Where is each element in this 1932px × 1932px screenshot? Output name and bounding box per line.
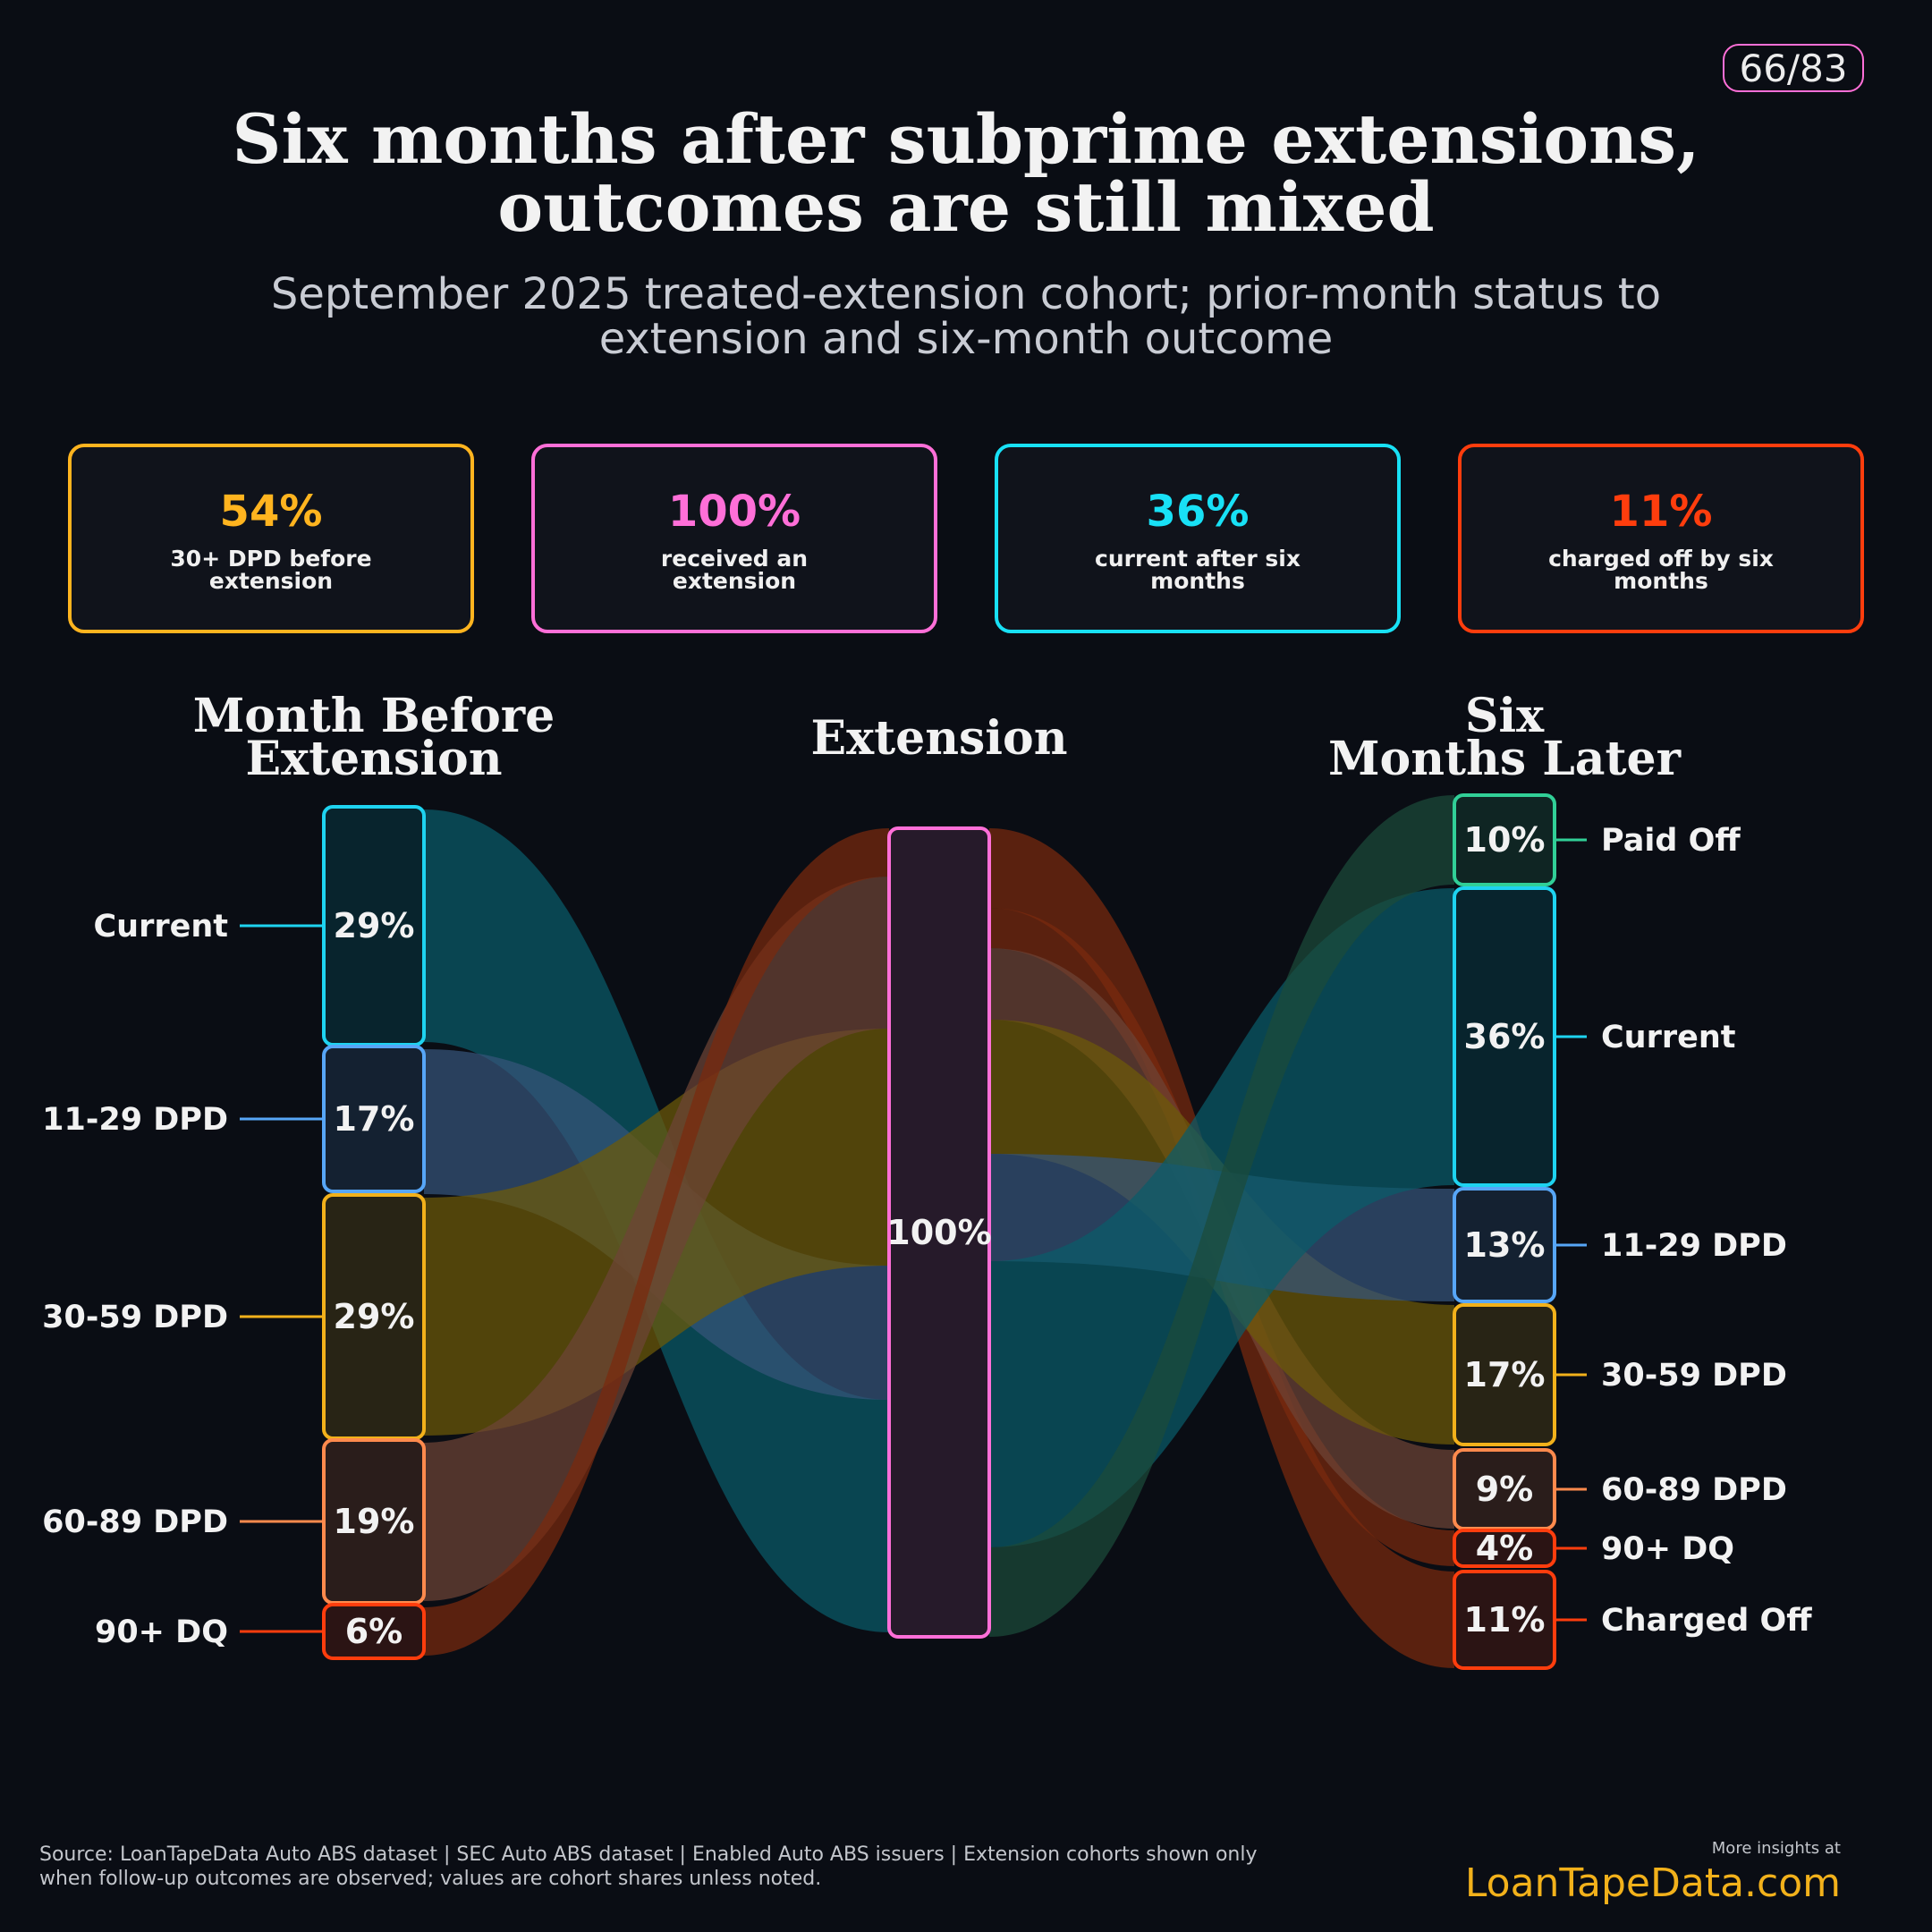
title-line-1: Six months after subprime extensions,	[232, 99, 1700, 179]
more-insights-text: More insights at	[1711, 1839, 1841, 1858]
source-line-2: when follow-up outcomes are observed; va…	[39, 1868, 822, 1890]
stage-title-2-line-0: Six	[1465, 689, 1545, 743]
after-node-60-89-dpd-value: 9%	[1476, 1470, 1534, 1509]
subtitle-line-1: September 2025 treated-extension cohort;…	[270, 269, 1662, 319]
after-node-11-29-dpd-value: 13%	[1464, 1225, 1546, 1265]
extension-node-bar	[887, 826, 991, 1639]
after-node-charged-off-value: 11%	[1464, 1600, 1546, 1640]
sankey-flows	[424, 795, 1454, 1668]
kpi-card-current: 36% current after six months	[995, 444, 1401, 633]
after-node-90-dq-value: 4%	[1476, 1529, 1534, 1568]
page-title: Six months after subprime extensions, ou…	[0, 106, 1932, 242]
after-node-current-value: 36%	[1464, 1017, 1546, 1056]
title-line-2: outcomes are still mixed	[497, 167, 1435, 247]
kpi-label: received an extension	[660, 546, 809, 594]
after-node-60-89-dpd-label: 60-89 DPD	[1601, 1472, 1787, 1508]
page-subtitle: September 2025 treated-extension cohort;…	[0, 272, 1932, 361]
source-note: Source: LoanTapeData Auto ABS dataset | …	[39, 1843, 1435, 1891]
before-node-current-value: 29%	[334, 906, 415, 945]
source-line-1: Source: LoanTapeData Auto ABS dataset | …	[39, 1843, 1258, 1866]
page-counter-badge: 66/83	[1723, 44, 1864, 92]
before-node-90-dq-label: 90+ DQ	[95, 1614, 228, 1650]
stage-title-1-line-0: Extension	[810, 711, 1067, 766]
stage-title-0-line-1: Extension	[245, 732, 502, 786]
before-node-11-29-dpd-value: 17%	[334, 1099, 415, 1139]
before-node-current-label: Current	[93, 909, 228, 945]
after-node-30-59-dpd-value: 17%	[1464, 1355, 1546, 1394]
extension-node-value: 100%	[886, 1213, 991, 1252]
after-node-current-label: Current	[1601, 1020, 1736, 1055]
after-node-90-dq-label: 90+ DQ	[1601, 1531, 1734, 1567]
kpi-label: charged off by six months	[1548, 546, 1774, 594]
kpi-label: current after six months	[1095, 546, 1301, 594]
before-node-60-89-dpd-label: 60-89 DPD	[42, 1504, 228, 1540]
before-node-30-59-dpd-label: 30-59 DPD	[42, 1300, 228, 1335]
after-node-11-29-dpd-label: 11-29 DPD	[1601, 1228, 1787, 1264]
after-node-paid-off-value: 10%	[1464, 820, 1546, 860]
kpi-card-30dpd: 54% 30+ DPD before extension	[68, 444, 474, 633]
kpi-value: 11%	[1609, 487, 1713, 537]
brand-link[interactable]: LoanTapeData.com	[1464, 1860, 1841, 1906]
after-node-charged-off-label: Charged Off	[1601, 1603, 1812, 1639]
before-node-11-29-dpd-label: 11-29 DPD	[42, 1102, 228, 1138]
subtitle-line-2: extension and six-month outcome	[598, 314, 1334, 364]
kpi-card-charged-off: 11% charged off by six months	[1458, 444, 1864, 633]
flow-extension-to-outcome-6	[989, 795, 1454, 1637]
before-node-60-89-dpd-value: 19%	[334, 1502, 415, 1541]
stage-title-2-line-1: Months Later	[1328, 732, 1682, 786]
kpi-card-extension: 100% received an extension	[531, 444, 937, 633]
before-node-90-dq-value: 6%	[345, 1612, 403, 1651]
before-node-30-59-dpd-value: 29%	[334, 1297, 415, 1336]
after-node-paid-off-label: Paid Off	[1601, 823, 1741, 859]
kpi-value: 54%	[219, 487, 323, 537]
kpi-value: 36%	[1146, 487, 1250, 537]
sankey-labels: Current 11-29 DPD 30-59 DPD 60-89 DPD 90+ DQ…	[42, 823, 1812, 1650]
flow-before-to-extension-4	[424, 828, 889, 1656]
kpi-label: 30+ DPD before extension	[170, 546, 372, 594]
after-node-30-59-dpd-label: 30-59 DPD	[1601, 1358, 1787, 1394]
kpi-value: 100%	[667, 487, 801, 537]
stage-title-0-line-0: Month Before	[193, 689, 555, 743]
